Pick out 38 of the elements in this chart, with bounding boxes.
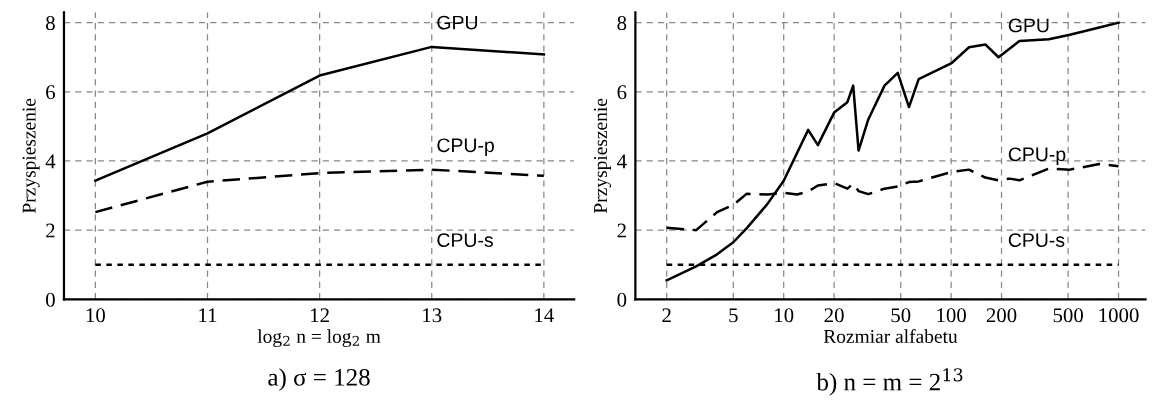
x-tick-label: 20 bbox=[824, 308, 844, 323]
y-tick-label: 0 bbox=[46, 292, 55, 307]
x-tick-label: 1000 bbox=[1099, 308, 1139, 323]
x-tick-label: 11 bbox=[199, 308, 217, 323]
x-tick-label: 10 bbox=[86, 308, 105, 323]
x-tick-label: 13 bbox=[423, 308, 442, 323]
series-label: GPU bbox=[437, 15, 478, 30]
x-axis-title: Rozmiar alfabetu bbox=[823, 329, 958, 343]
x-tick-label: 12 bbox=[311, 308, 329, 323]
x-tick-label: 10 bbox=[775, 308, 794, 323]
text: a) σ = 128 bbox=[268, 368, 370, 391]
x-tick-label: 50 bbox=[891, 308, 911, 323]
y-tick-label: 6 bbox=[46, 85, 56, 100]
series-label: CPU-s bbox=[1008, 233, 1065, 247]
series-label: GPU bbox=[1008, 18, 1049, 33]
series-label: CPU-s bbox=[437, 233, 493, 247]
series-label: CPU-p bbox=[1008, 147, 1066, 166]
line-series bbox=[94, 45, 546, 182]
y-axis-title: Przyspieszenie bbox=[22, 98, 40, 214]
y-tick-label: 8 bbox=[46, 16, 55, 31]
y-tick-label: 4 bbox=[617, 154, 627, 169]
y-tick-label: 4 bbox=[45, 154, 56, 169]
x-tick-label: 100 bbox=[937, 308, 966, 323]
x-tick-label: 2 bbox=[662, 308, 671, 323]
series-label: CPU-p bbox=[437, 138, 494, 156]
x-tick-label: 5 bbox=[729, 308, 738, 323]
y-tick-label: 2 bbox=[46, 223, 55, 238]
x-axis-title: log$_{2}$ n = log$_{2}$ m bbox=[257, 329, 381, 347]
y-axis-title: Przyspieszenie bbox=[593, 98, 612, 214]
x-tick-label: 14 bbox=[535, 308, 554, 323]
x-tick-label: 200 bbox=[986, 308, 1017, 323]
text: b) n = m = 2$^{13}$ bbox=[816, 368, 963, 396]
y-tick-label: 6 bbox=[617, 85, 627, 100]
y-tick-label: 2 bbox=[617, 223, 626, 238]
y-tick-label: 8 bbox=[617, 16, 627, 31]
line-series bbox=[94, 168, 546, 214]
x-tick-label: 500 bbox=[1053, 308, 1083, 323]
y-tick-label: 0 bbox=[617, 292, 627, 307]
